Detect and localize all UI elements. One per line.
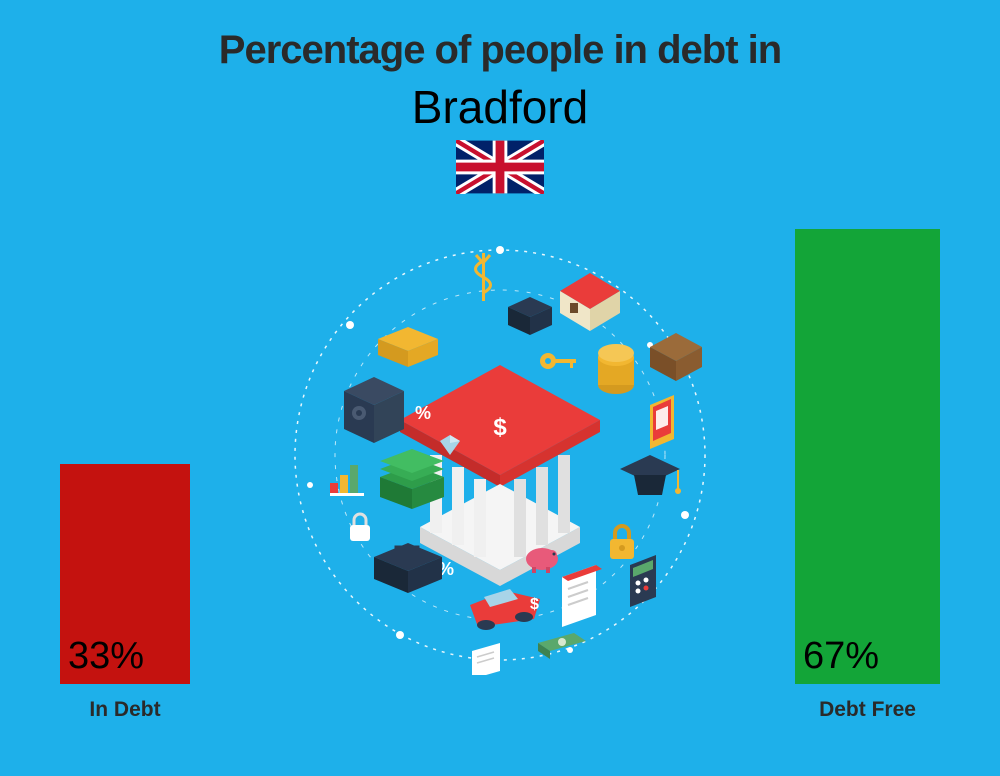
- padlock-icon: [610, 526, 634, 559]
- calculator-icon: [630, 555, 656, 607]
- clipboard-icon: [562, 565, 602, 627]
- safe-icon: [344, 377, 404, 443]
- title-line-1: Percentage of people in debt in: [0, 28, 1000, 73]
- calculator-dark-icon: [508, 297, 552, 335]
- bar-in-debt-value: 33%: [68, 635, 144, 678]
- chart-icon: [330, 465, 364, 496]
- bar-in-debt-container: 33% In Debt: [60, 464, 190, 722]
- graduation-cap-icon: [620, 455, 681, 495]
- cash-stack-icon: [380, 449, 444, 509]
- envelope-icon: [378, 327, 438, 367]
- bar-in-debt: 33%: [60, 464, 190, 684]
- key-icon: [540, 353, 576, 369]
- uk-flag-icon: [456, 140, 544, 194]
- wallet-icon: [650, 333, 702, 381]
- briefcase-icon: [374, 543, 442, 593]
- caduceus-icon: [476, 253, 491, 301]
- receipt-icon: [472, 643, 500, 675]
- bar-debt-free-value: 67%: [803, 635, 879, 678]
- dollar-icon: $: [530, 596, 539, 613]
- bar-debt-free-label: Debt Free: [819, 698, 916, 722]
- coins-icon: [598, 344, 634, 394]
- title-line-2: Bradford: [0, 80, 1000, 134]
- percent-icon: %: [415, 403, 431, 423]
- bar-debt-free: 67%: [795, 229, 940, 684]
- finance-illustration: $: [280, 235, 720, 675]
- bar-debt-free-container: 67% Debt Free: [795, 229, 940, 722]
- svg-text:$: $: [493, 414, 507, 441]
- money-bill-icon: [538, 633, 586, 659]
- bar-in-debt-label: In Debt: [89, 698, 160, 722]
- phone-icon: [650, 395, 674, 449]
- house-icon: [560, 273, 620, 331]
- padlock-white-icon: [350, 514, 370, 541]
